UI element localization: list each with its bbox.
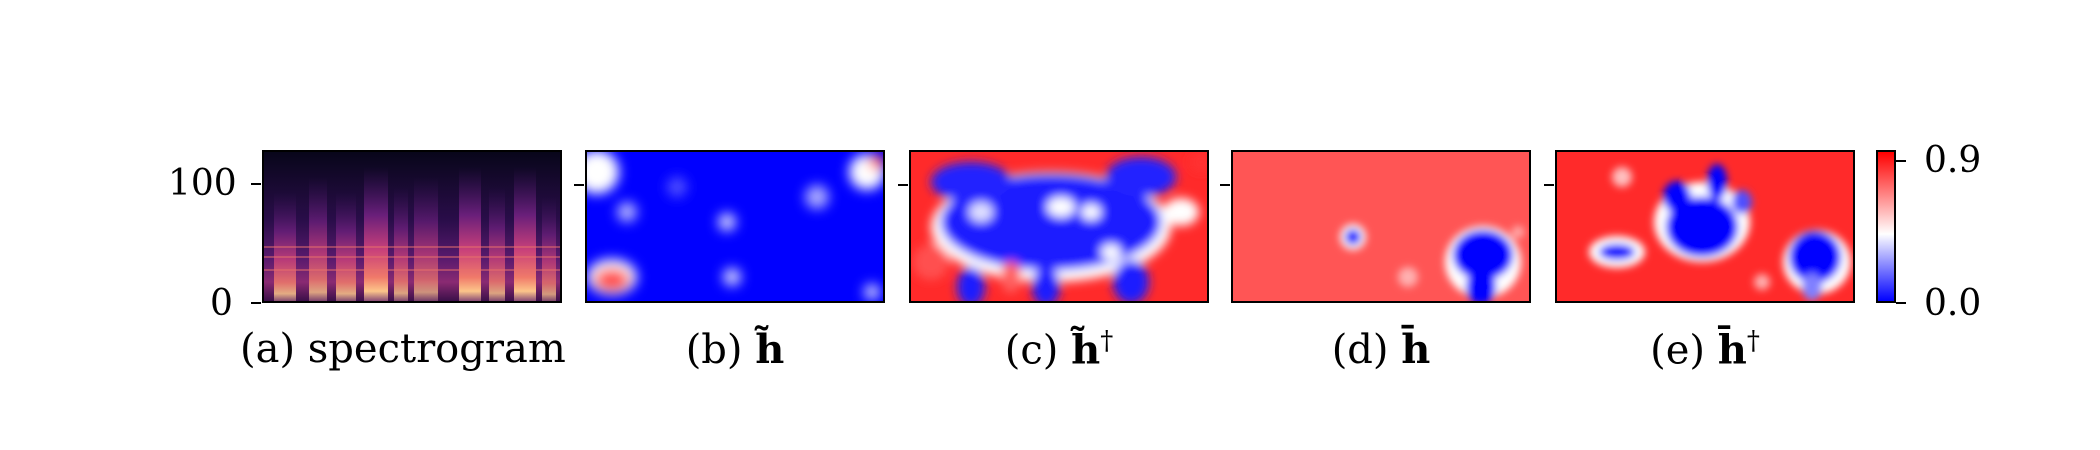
panel-tick-b bbox=[574, 184, 584, 186]
spectrogram-panel bbox=[262, 150, 562, 303]
caption-c-symbol: h̃ bbox=[1071, 326, 1101, 374]
y-tick-100 bbox=[251, 183, 261, 185]
colorbar-tick-min bbox=[1896, 302, 1906, 304]
colorbar bbox=[1876, 150, 1896, 303]
caption-c-sup: † bbox=[1100, 326, 1114, 356]
panel-tick-d bbox=[1220, 184, 1230, 186]
caption-e-sup: † bbox=[1746, 326, 1760, 356]
y-tick-label-0: 0 bbox=[210, 283, 233, 324]
caption-a-prefix: (a) bbox=[240, 326, 308, 372]
caption-e-prefix: (e) bbox=[1650, 327, 1718, 374]
caption-a-text: spectrogram bbox=[307, 326, 566, 372]
caption-e: (e) h̄† bbox=[1555, 326, 1855, 373]
caption-d-symbol: h̄ bbox=[1401, 326, 1431, 373]
caption-b: (b) h̃ bbox=[585, 326, 885, 373]
heatmap-panel-h-tilde bbox=[585, 150, 885, 303]
colorbar-tick-max bbox=[1896, 160, 1906, 162]
caption-a: (a) spectrogram bbox=[240, 326, 566, 372]
caption-e-symbol: h̄ bbox=[1717, 326, 1747, 374]
y-tick-0 bbox=[251, 302, 261, 304]
colorbar-max-label: 0.9 bbox=[1924, 140, 1982, 181]
y-tick-label-100: 100 bbox=[168, 163, 237, 204]
spectrogram-image bbox=[264, 152, 560, 301]
heatmap-h-bar-dagger bbox=[1557, 152, 1853, 301]
caption-c: (c) h̃† bbox=[909, 326, 1209, 373]
caption-b-symbol: h̃ bbox=[755, 326, 785, 373]
heatmap-panel-h-tilde-dagger bbox=[909, 150, 1209, 303]
heatmap-h-tilde bbox=[587, 152, 883, 301]
heatmap-h-bar bbox=[1233, 152, 1529, 301]
caption-b-prefix: (b) bbox=[685, 327, 756, 373]
panel-tick-e bbox=[1544, 184, 1554, 186]
caption-c-prefix: (c) bbox=[1004, 327, 1072, 374]
colorbar-min-label: 0.0 bbox=[1924, 283, 1982, 324]
caption-d-prefix: (d) bbox=[1331, 327, 1402, 373]
caption-d: (d) h̄ bbox=[1231, 326, 1531, 373]
heatmap-panel-h-bar-dagger bbox=[1555, 150, 1855, 303]
heatmap-panel-h-bar bbox=[1231, 150, 1531, 303]
panel-tick-c bbox=[898, 184, 908, 186]
heatmap-h-tilde-dagger bbox=[911, 152, 1207, 301]
